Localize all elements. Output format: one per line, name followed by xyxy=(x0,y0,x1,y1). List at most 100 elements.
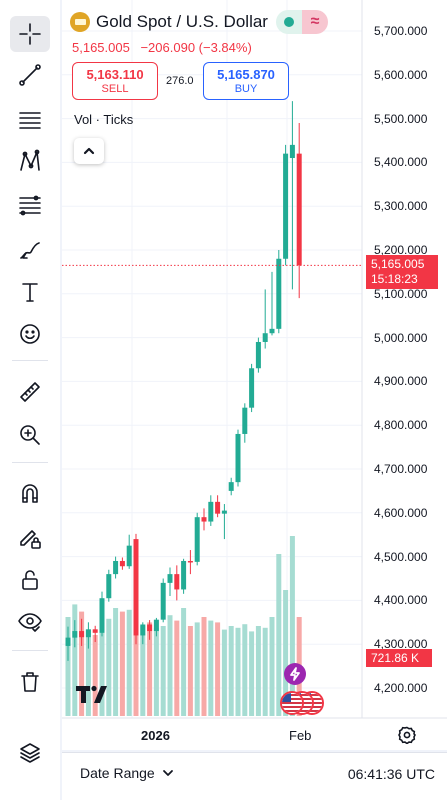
volume-bar xyxy=(174,620,180,716)
sell-label: SELL xyxy=(101,83,129,95)
drawing-toolbar xyxy=(0,0,60,800)
price-axis-label: 4,300.000 xyxy=(374,637,428,652)
candle-body xyxy=(65,637,71,646)
volume-bar xyxy=(289,536,295,716)
candle-body xyxy=(106,574,112,599)
time-axis-month: Feb xyxy=(289,728,312,743)
ruler-icon[interactable] xyxy=(10,374,50,410)
horizontal-lines-icon[interactable] xyxy=(10,102,50,138)
volume-bar xyxy=(99,626,105,716)
price-change: −206.090 (−3.84%) xyxy=(140,40,252,55)
volume-bar xyxy=(147,622,153,716)
candle-body xyxy=(194,517,200,562)
volume-bar xyxy=(269,617,275,716)
volume-bar xyxy=(283,590,289,716)
price-axis-label: 5,400.000 xyxy=(374,155,428,170)
chevron-up-icon xyxy=(83,147,95,155)
volume-bar xyxy=(228,626,234,716)
chevron-down-icon xyxy=(162,770,173,776)
volume-bar xyxy=(153,627,159,716)
lock-icon[interactable] xyxy=(10,562,50,598)
symbol-header[interactable]: Gold Spot / U.S. Dollar ≈ xyxy=(70,10,328,34)
candle-body xyxy=(289,144,295,159)
candle-body xyxy=(249,368,255,408)
price-line: 5,165.005 −206.090 (−3.84%) xyxy=(72,40,252,55)
sell-price: 5,163.110 xyxy=(86,67,144,82)
volume-indicator-label[interactable]: Vol · Ticks xyxy=(74,112,134,127)
candle-body xyxy=(126,545,132,567)
layers-icon[interactable] xyxy=(10,735,50,771)
trash-icon[interactable] xyxy=(10,664,50,700)
pattern-icon[interactable] xyxy=(10,143,50,179)
volume-bar xyxy=(167,615,173,716)
volume-bar xyxy=(235,627,241,716)
brush-icon[interactable] xyxy=(10,232,50,268)
text-icon[interactable] xyxy=(10,274,50,310)
date-range-label: Date Range xyxy=(80,765,155,781)
lightning-event-icon[interactable] xyxy=(284,663,306,685)
candle-body xyxy=(255,341,261,369)
trend-line-icon[interactable] xyxy=(10,57,50,93)
volume-bar xyxy=(187,626,193,716)
symbol-title[interactable]: Gold Spot / U.S. Dollar xyxy=(96,12,268,31)
candle-body xyxy=(160,582,166,620)
crosshair-icon[interactable] xyxy=(10,16,50,52)
collapse-indicators-button[interactable] xyxy=(74,138,104,164)
zoom-in-icon[interactable] xyxy=(10,417,50,453)
candle-body xyxy=(201,517,207,522)
buy-button[interactable]: 5,165.870 BUY xyxy=(203,62,289,100)
volume-bar xyxy=(79,611,85,716)
gold-symbol-icon xyxy=(70,12,90,32)
market-open-icon xyxy=(275,10,302,34)
candlestick-chart[interactable] xyxy=(62,0,447,750)
volume-bar xyxy=(92,635,98,716)
market-status-pill[interactable]: ≈ xyxy=(275,10,328,34)
price-axis-label: 4,600.000 xyxy=(374,505,428,520)
price-axis-label: 5,600.000 xyxy=(374,67,428,82)
eye-icon[interactable] xyxy=(10,604,50,640)
candle-body xyxy=(85,629,91,638)
volume-bar xyxy=(113,608,119,716)
settings-gear-icon[interactable] xyxy=(398,726,416,745)
volume-bar xyxy=(221,629,227,716)
last-price-axis-label: 5,165.005 15:18:23 xyxy=(366,255,438,289)
time-axis-year: 2026 xyxy=(141,728,170,743)
tradingview-logo[interactable] xyxy=(74,682,114,706)
price-axis-label: 4,500.000 xyxy=(374,549,428,564)
axis-last-price: 5,165.005 xyxy=(371,257,425,271)
volume-bar xyxy=(119,611,125,716)
emoji-icon[interactable] xyxy=(10,316,50,352)
candle-body xyxy=(92,629,98,633)
utc-clock[interactable]: 06:41:36 UTC xyxy=(347,766,435,782)
sell-button[interactable]: 5,163.110 SELL xyxy=(72,62,158,100)
volume-bar xyxy=(181,608,187,716)
candle-body xyxy=(99,598,105,633)
candle-body xyxy=(269,328,275,334)
price-axis-label: 4,700.000 xyxy=(374,462,428,476)
date-range-button[interactable]: Date Range xyxy=(80,765,174,781)
price-axis-label: 5,500.000 xyxy=(374,111,428,126)
candle-body xyxy=(72,631,78,638)
buy-label: BUY xyxy=(234,83,258,95)
candle-body xyxy=(153,619,159,632)
data-delayed-icon: ≈ xyxy=(301,10,328,34)
spread-value: 276.0 xyxy=(166,75,194,87)
lock-drawing-icon[interactable] xyxy=(10,520,50,556)
volume-bar xyxy=(85,629,91,716)
candle-body xyxy=(221,510,227,514)
chart-panel[interactable]: Gold Spot / U.S. Dollar ≈ 5,165.005 −206… xyxy=(62,0,447,750)
candle-body xyxy=(133,539,139,636)
candle-body xyxy=(242,407,248,434)
price-axis-label: 5,200.000 xyxy=(374,243,428,257)
bottom-bar: Date Range 06:41:36 UTC xyxy=(62,752,447,800)
toolbar-separator xyxy=(12,360,48,361)
magnet-icon[interactable] xyxy=(10,476,50,512)
volume-bar xyxy=(160,626,166,716)
candle-body xyxy=(276,258,282,329)
price-axis-label: 5,000.000 xyxy=(374,330,428,345)
volume-bar xyxy=(126,609,132,716)
fib-icon[interactable] xyxy=(10,187,50,223)
price-axis-label: 4,900.000 xyxy=(374,374,428,389)
us-flag-event-icon[interactable] xyxy=(280,691,304,715)
toolbar-separator xyxy=(12,650,48,651)
